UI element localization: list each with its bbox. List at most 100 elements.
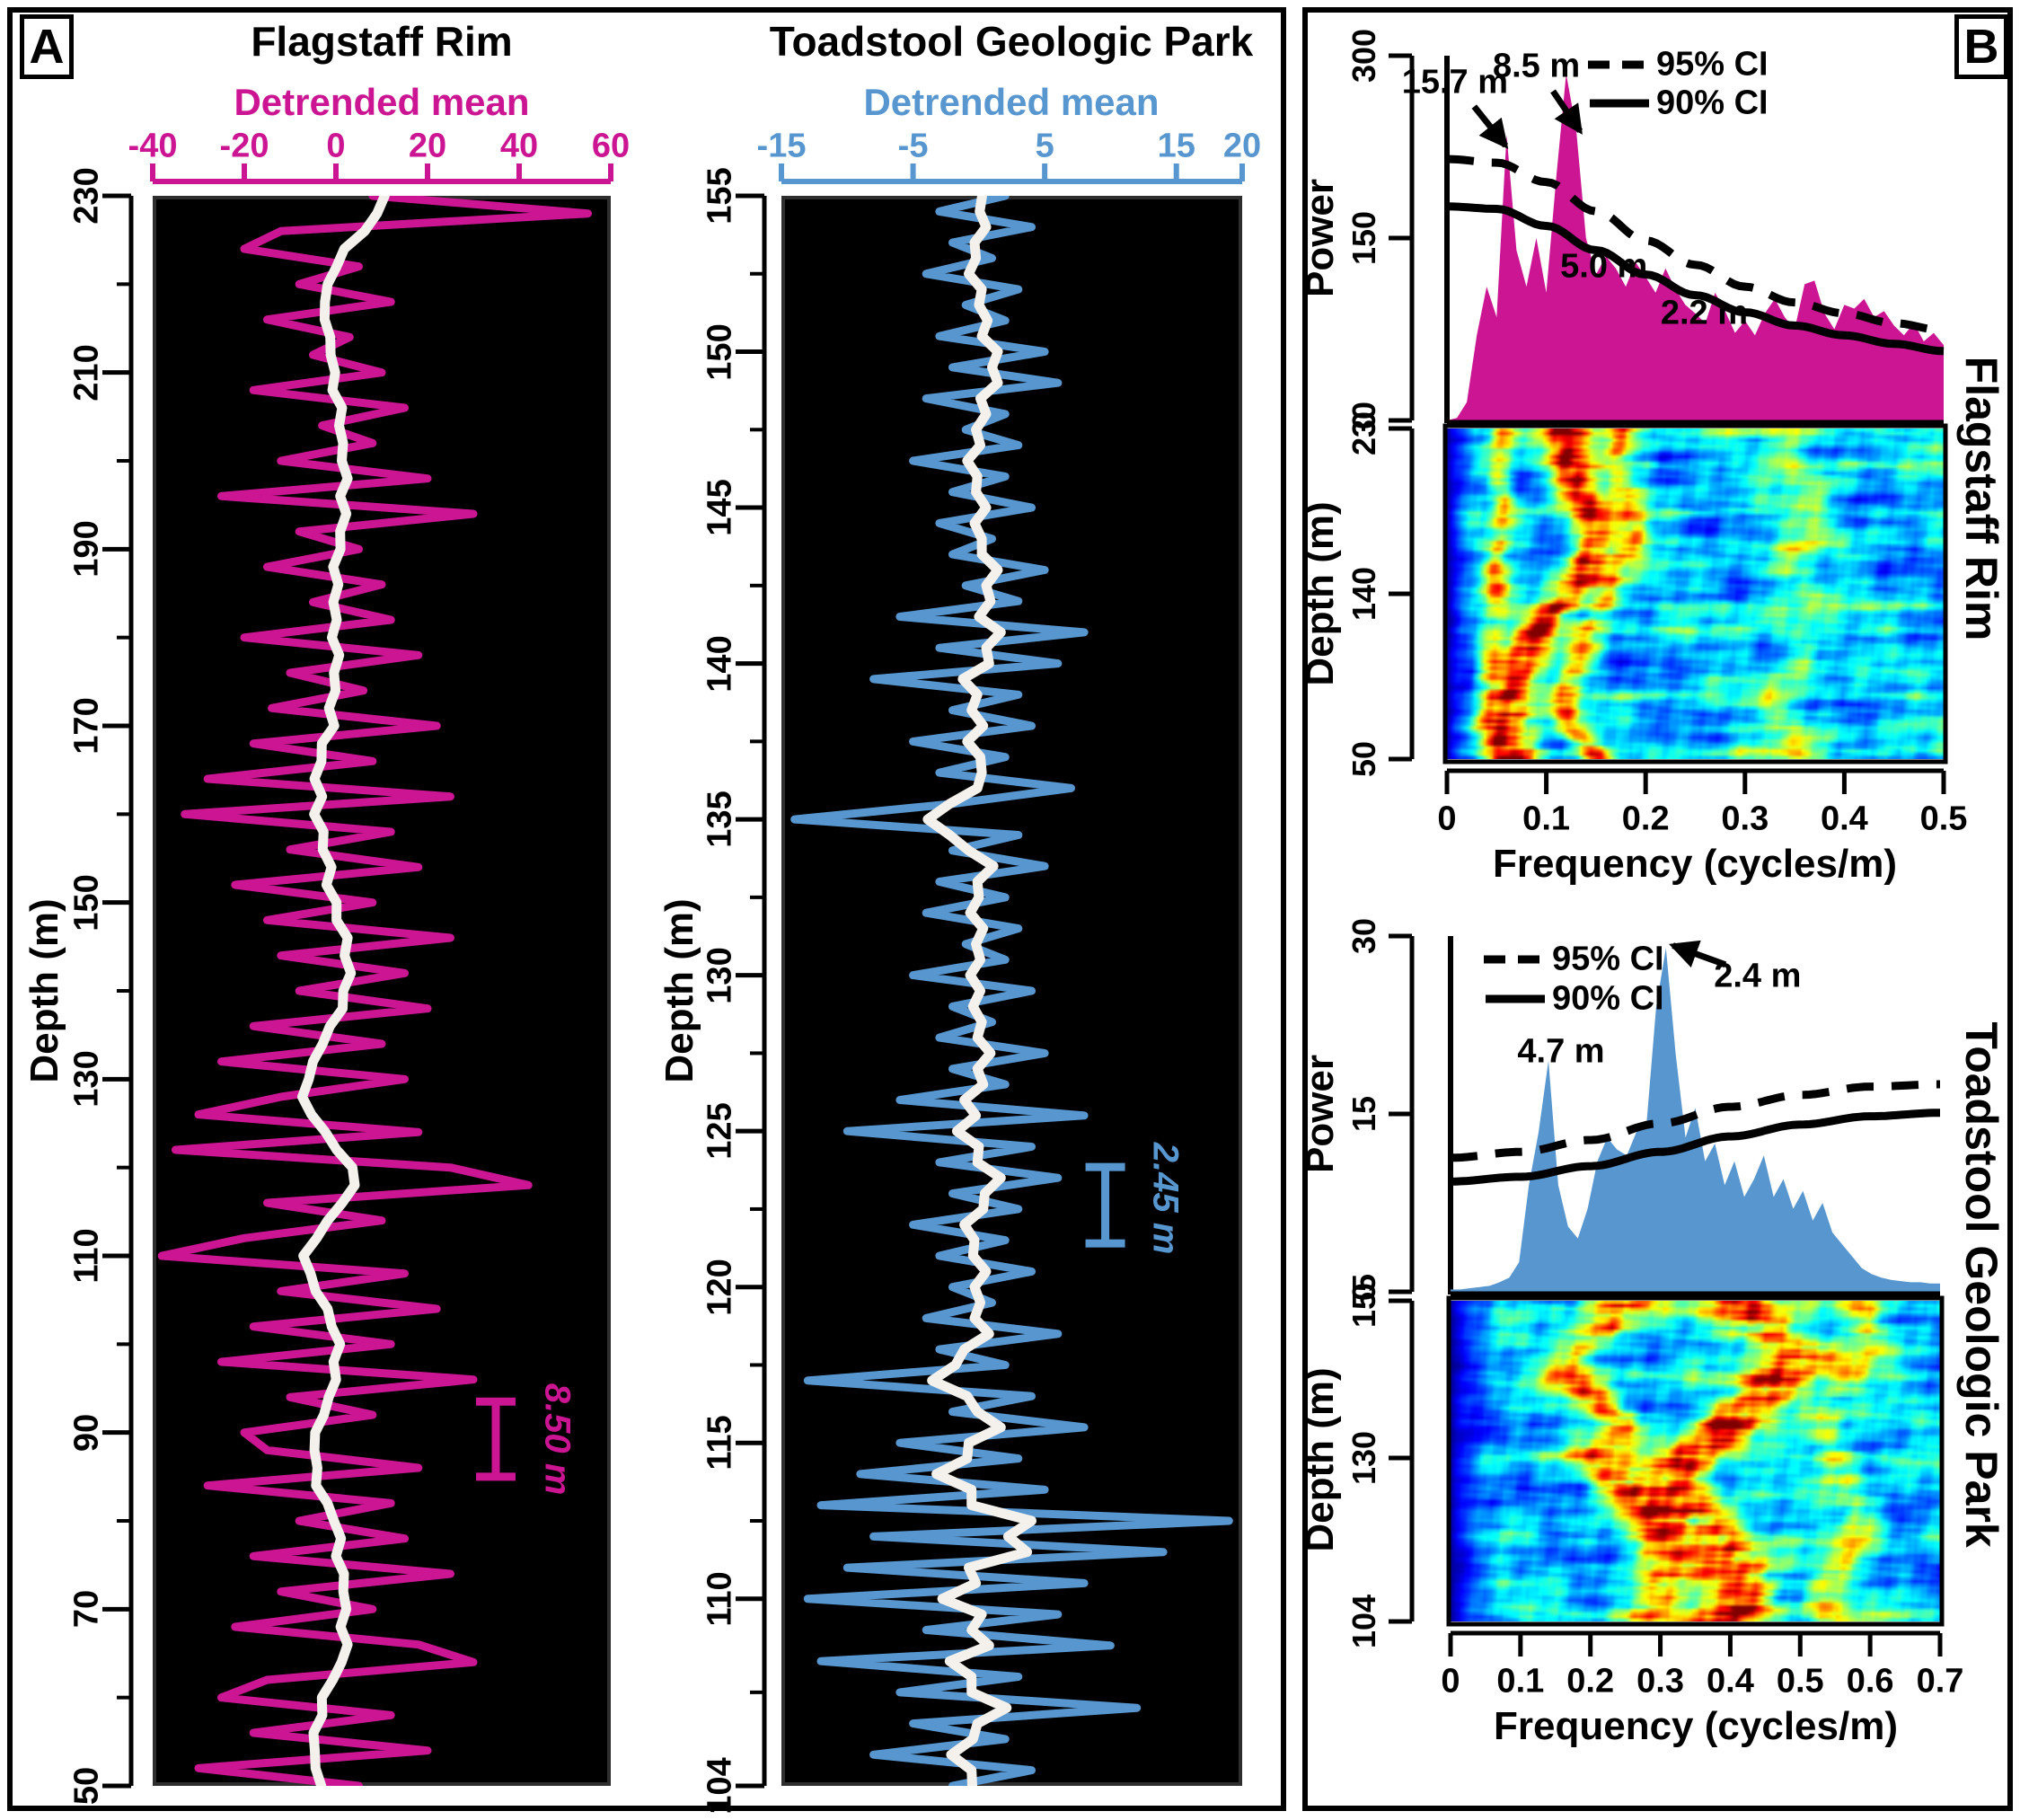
power-tick-label: 150 (1345, 210, 1382, 266)
heat-depth-tick-label: 155 (1345, 1273, 1382, 1329)
freq-tick-label: 0.3 (1636, 1662, 1684, 1701)
peak-annotation-5-0m: 5.0 m (1560, 247, 1648, 286)
x-tick-label: -5 (897, 127, 929, 165)
flagstaff-frequency-axis-label: Frequency (cycles/m) (1493, 842, 1897, 886)
flagstaff-x-axis-label: Detrended mean (234, 81, 530, 123)
freq-tick-label: 0.2 (1566, 1662, 1615, 1701)
heatmap-border (1442, 423, 1948, 764)
peak-annotation-15-7m: 15.7 m (1401, 63, 1508, 102)
power-spectrum-fill (1447, 74, 1944, 421)
freq-tick-label: 0.5 (1776, 1662, 1824, 1701)
toadstool-spectrogram-heatmap (1451, 1301, 1940, 1621)
ci95-curve (1446, 155, 1945, 335)
freq-tick-label: 0 (1437, 800, 1457, 838)
freq-tick-label: 0.4 (1707, 1662, 1754, 1701)
freq-tick-label: 0.1 (1522, 800, 1571, 838)
toadstool-scale-bar-label: 2.45 m (1145, 1142, 1186, 1255)
peak-annotation-2-2m: 2.2 m (1660, 294, 1749, 332)
flagstaff-plot-area (153, 196, 611, 1786)
depth-tick-label: 115 (701, 1415, 739, 1471)
toadstool-title: Toadstool Geologic Park (769, 18, 1254, 65)
flagstaff-spectrogram-heatmap (1447, 428, 1944, 759)
x-tick-label: 40 (499, 127, 539, 165)
legend-90ci-label-flagstaff: 90% CI (1656, 84, 1769, 122)
depth-tick-label: 110 (701, 1571, 739, 1627)
toadstool-frequency-axis-label: Frequency (cycles/m) (1494, 1704, 1898, 1748)
depth-tick-label: 130 (701, 946, 739, 1004)
depth-tick-label: 140 (701, 634, 739, 693)
x-tick-label: 0 (326, 127, 346, 165)
panel-a-label: A (20, 14, 74, 79)
x-tick-label: 20 (408, 127, 447, 165)
ci90-curve (1451, 1109, 1940, 1186)
ci90-curve (1446, 202, 1945, 356)
depth-tick-label: 104 (701, 1757, 739, 1815)
flagstaff-site-label: Flagstaff Rim (1956, 356, 2007, 641)
flagstaff-heatmap-depth-label: Depth (m) (1298, 501, 1342, 686)
toadstool-x-axis-label: Detrended mean (863, 81, 1160, 123)
freq-tick-label: 0.2 (1621, 800, 1670, 838)
depth-tick-label: 110 (67, 1228, 106, 1284)
smoothed-series-line (297, 196, 390, 1786)
depth-tick-label: 210 (67, 343, 106, 402)
x-tick-label: -20 (219, 127, 269, 165)
heat-depth-tick-label: 230 (1345, 401, 1382, 456)
legend-95ci-label-flagstaff: 95% CI (1656, 45, 1769, 84)
depth-tick-label: 90 (67, 1413, 106, 1452)
heat-depth-tick-label: 104 (1345, 1594, 1382, 1649)
peak-annotation-2-4m: 2.4 m (1714, 957, 1802, 995)
flagstaff-title: Flagstaff Rim (251, 18, 513, 65)
raw-series-line (790, 196, 1233, 1786)
power-tick-label: 300 (1345, 28, 1382, 84)
annotation-arrow (1471, 104, 1509, 149)
power-tick-label: 30 (1345, 917, 1382, 955)
freq-tick-label: 0 (1441, 1662, 1460, 1701)
depth-tick-label: 150 (67, 873, 106, 932)
x-tick-label: 20 (1222, 127, 1262, 165)
annotation-arrow (1550, 89, 1583, 135)
panel-b-label: B (1954, 14, 2008, 79)
freq-tick-label: 0.7 (1916, 1662, 1964, 1701)
x-tick-label: 15 (1157, 127, 1195, 165)
power-spectrum-fill (1451, 948, 1940, 1292)
depth-tick-label: 125 (701, 1102, 739, 1160)
x-tick-label: 60 (591, 127, 631, 165)
freq-tick-label: 0.4 (1820, 800, 1868, 838)
freq-tick-label: 0.5 (1919, 800, 1968, 838)
heat-depth-tick-label: 130 (1345, 1430, 1382, 1486)
depth-tick-label: 155 (701, 167, 739, 225)
legend-90ci-label-toadstool: 90% CI (1552, 979, 1664, 1018)
x-tick-label: -40 (128, 127, 178, 165)
toadstool-site-label: Toadstool Geologic Park (1956, 1021, 2007, 1548)
x-tick-label: 5 (1035, 127, 1054, 165)
freq-tick-label: 0.1 (1496, 1662, 1545, 1701)
toadstool-power-axis-label: Power (1298, 1054, 1342, 1174)
flagstaff-depth-axis-label: Depth (m) (22, 898, 66, 1083)
peak-annotation-4-7m: 4.7 m (1517, 1032, 1605, 1071)
ci95-curve (1450, 1080, 1940, 1162)
depth-tick-label: 170 (67, 697, 106, 755)
annotation-arrow (1669, 940, 1727, 968)
heat-depth-tick-label: 50 (1345, 740, 1382, 778)
depth-tick-label: 130 (67, 1050, 106, 1109)
raw-series-line (157, 196, 592, 1786)
depth-tick-label: 150 (701, 322, 739, 381)
smoothed-series-line (922, 196, 1036, 1786)
toadstool-depth-axis-label: Depth (m) (657, 898, 701, 1083)
depth-tick-label: 230 (67, 167, 106, 225)
flagstaff-power-axis-label: Power (1298, 178, 1342, 298)
depth-tick-label: 50 (67, 1766, 106, 1806)
legend-95ci-label-toadstool: 95% CI (1552, 940, 1664, 978)
depth-tick-label: 70 (67, 1590, 106, 1629)
toadstool-heatmap-depth-label: Depth (m) (1298, 1367, 1342, 1552)
power-tick-label: 15 (1345, 1095, 1382, 1133)
depth-tick-label: 120 (701, 1259, 739, 1316)
depth-tick-label: 145 (701, 479, 739, 536)
heat-depth-tick-label: 140 (1345, 566, 1382, 622)
heatmap-border (1446, 1295, 1945, 1627)
peak-annotation-8-5m: 8.5 m (1492, 47, 1581, 85)
depth-tick-label: 190 (67, 520, 106, 579)
freq-tick-label: 0.3 (1721, 800, 1769, 838)
flagstaff-scale-bar-label: 8.50 m (537, 1383, 578, 1496)
